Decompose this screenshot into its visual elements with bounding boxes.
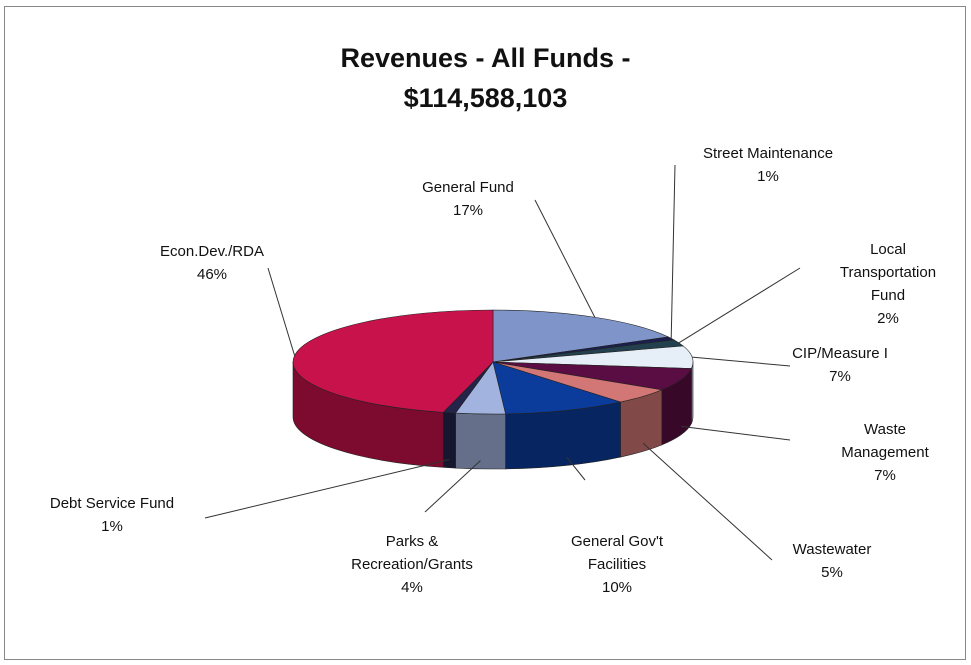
data-label: General Fund 17% [422, 176, 514, 222]
label-name: Debt Service Fund [49, 495, 175, 512]
label-value: 7% [829, 368, 851, 385]
label-value: 1% [757, 168, 779, 185]
label-value: 5% [821, 564, 843, 581]
data-label: Local Transportation Fund 2% [840, 238, 936, 330]
leader-line [566, 456, 586, 481]
frame [4, 6, 966, 660]
label-name: General Gov't Facilities [570, 533, 664, 573]
label-name: Wastewater [792, 541, 872, 558]
data-label: Waste Management 7% [841, 418, 929, 487]
leader-line [678, 267, 801, 344]
data-label: Debt Service Fund 1% [50, 492, 174, 538]
leader-line [692, 356, 791, 367]
label-name: Street Maintenance [702, 145, 834, 162]
slice-side [455, 412, 506, 470]
label-value: 10% [601, 579, 633, 596]
data-label: General Gov't Facilities 10% [571, 530, 663, 599]
label-name: Local Transportation Fund [839, 241, 937, 304]
label-value: 46% [196, 266, 228, 283]
label-name: Econ.Dev./RDA [160, 243, 264, 260]
data-label: Econ.Dev./RDA 46% [160, 240, 264, 286]
label-name: CIP/Measure I [792, 345, 888, 362]
label-value: 17% [452, 202, 484, 219]
label-value: 7% [874, 467, 896, 484]
leader-line [534, 199, 596, 318]
slice [492, 361, 622, 415]
leader-line [204, 459, 450, 519]
leader-line [267, 267, 296, 356]
leader-line [424, 460, 481, 513]
data-label: Street Maintenance 1% [703, 142, 833, 188]
label-value: 2% [877, 310, 899, 327]
label-name: Parks & Recreation/Grants [351, 533, 473, 573]
label-name: Waste Management [841, 421, 929, 461]
label-value: 4% [401, 579, 423, 596]
chart-title: Revenues - All Funds - $114,588,103 [340, 43, 631, 113]
leader-line [642, 442, 773, 561]
label-name: General Fund [422, 179, 514, 196]
slice [292, 309, 494, 413]
data-label: Wastewater 5% [793, 538, 872, 584]
data-label: CIP/Measure I 7% [792, 342, 888, 388]
label-value: 1% [101, 518, 123, 535]
leader-line [681, 425, 791, 441]
data-label: Parks & Recreation/Grants 4% [351, 530, 473, 599]
leader-line [670, 164, 676, 339]
